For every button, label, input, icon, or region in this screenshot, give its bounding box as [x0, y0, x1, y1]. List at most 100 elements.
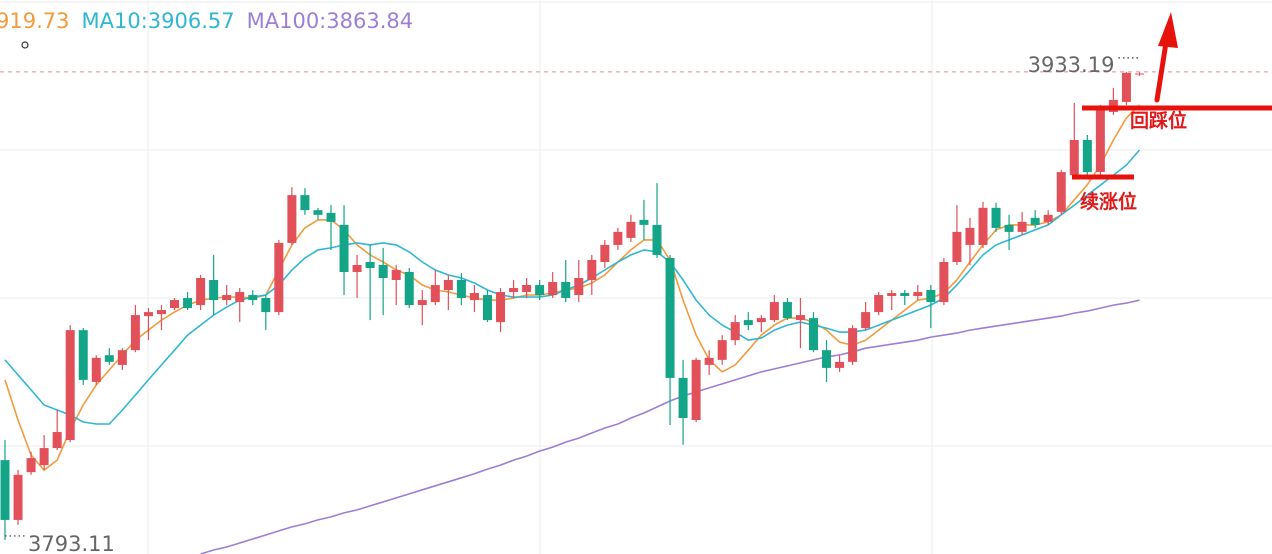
candle-body: [1069, 140, 1079, 176]
candle-body: [104, 355, 114, 362]
candle-body: [626, 221, 636, 238]
candle-body: [1121, 72, 1131, 102]
candle-body: [522, 285, 532, 293]
candle-body: [548, 282, 558, 296]
candle-body: [808, 318, 818, 351]
candle-body: [1004, 224, 1014, 232]
candle-body: [365, 261, 375, 268]
candle-body: [535, 285, 545, 296]
candle-body: [26, 458, 36, 473]
candle-body: [900, 293, 910, 297]
candle-body: [939, 261, 949, 303]
candle-body: [235, 292, 245, 303]
candle-body: [1017, 221, 1027, 232]
candle-body: [743, 320, 753, 326]
candle-body: [1043, 214, 1053, 222]
candle-body: [652, 224, 662, 255]
candle-body: [978, 207, 988, 245]
candle-body: [613, 231, 623, 245]
candle-body: [952, 231, 962, 262]
candle-body: [1030, 217, 1040, 225]
candle-body: [639, 219, 649, 225]
candle-body: [209, 280, 219, 301]
legend-entry: MA10:3906.57: [81, 9, 234, 33]
candle-body: [443, 280, 453, 291]
candle-body: [352, 264, 362, 272]
candle-body: [913, 292, 923, 297]
candle-body: [261, 298, 271, 313]
candle-body: [326, 212, 336, 222]
candle-body: [782, 302, 792, 319]
candle-body: [456, 280, 466, 299]
candle-body: [587, 259, 597, 281]
candle-body: [887, 293, 897, 297]
legend-entry: 919.73: [0, 9, 69, 33]
candle-body: [835, 361, 845, 368]
candle-body: [965, 227, 975, 245]
annotation-text: 回踩位: [1130, 109, 1187, 132]
candle-body: [91, 357, 101, 382]
candle-body: [52, 432, 62, 449]
annotation-arrowhead: [1158, 12, 1178, 48]
candle-body: [469, 293, 479, 301]
high-label: 3933.19: [1028, 53, 1115, 77]
candle-body: [665, 257, 675, 378]
candle-body: [574, 278, 584, 296]
candle-body: [274, 242, 284, 313]
plot: [0, 71, 1272, 554]
candle-body: [287, 195, 297, 243]
candle-body: [561, 282, 571, 299]
candle-body: [822, 350, 832, 368]
ma-line: [4, 149, 1141, 425]
candle-body: [756, 318, 766, 323]
candle-body: [1082, 140, 1092, 173]
candle-body: [300, 195, 310, 211]
candle-body: [313, 210, 323, 215]
candle-body: [509, 288, 519, 293]
candle-body: [65, 330, 75, 441]
candle-body: [496, 292, 506, 323]
candle-body: [196, 278, 206, 306]
candle-body: [600, 244, 610, 262]
candle-body: [482, 295, 492, 321]
candle-body: [156, 310, 166, 315]
candle-body: [795, 315, 805, 321]
candle-body: [1134, 73, 1144, 75]
candle-body: [170, 300, 180, 309]
ma-line: [4, 104, 1141, 472]
candle-body: [78, 330, 88, 380]
legend-entry: MA100:3863.84: [247, 9, 413, 33]
candle-body: [222, 295, 232, 301]
candle-body: [704, 357, 714, 365]
candle-body: [117, 350, 127, 365]
candle-body: [378, 264, 388, 279]
candle-body: [248, 295, 258, 301]
candle-body: [769, 302, 779, 321]
candle-body: [717, 340, 727, 360]
candle-body: [143, 312, 153, 317]
candle-body: [404, 271, 414, 306]
candle-body: [678, 377, 688, 419]
candle-body: [130, 315, 140, 351]
candle-body: [1095, 109, 1105, 173]
marker-circle: [21, 41, 29, 49]
candle-body: [1056, 172, 1066, 212]
candle-body: [430, 285, 440, 303]
candle-body: [926, 290, 936, 303]
candle-body: [13, 474, 23, 520]
candle-body: [39, 448, 49, 466]
candle-body: [848, 328, 858, 362]
candle-body: [991, 207, 1001, 228]
candle-body: [339, 224, 349, 272]
candle-body: [874, 295, 884, 313]
low-label: 3793.11: [28, 532, 115, 554]
candle-body: [861, 312, 871, 329]
annotation-text: 续涨位: [1080, 190, 1137, 213]
candle-body: [730, 322, 740, 341]
candle-body: [0, 460, 10, 520]
candle-body: [691, 359, 701, 421]
candle-body: [417, 300, 427, 306]
candle-body: [183, 298, 193, 309]
